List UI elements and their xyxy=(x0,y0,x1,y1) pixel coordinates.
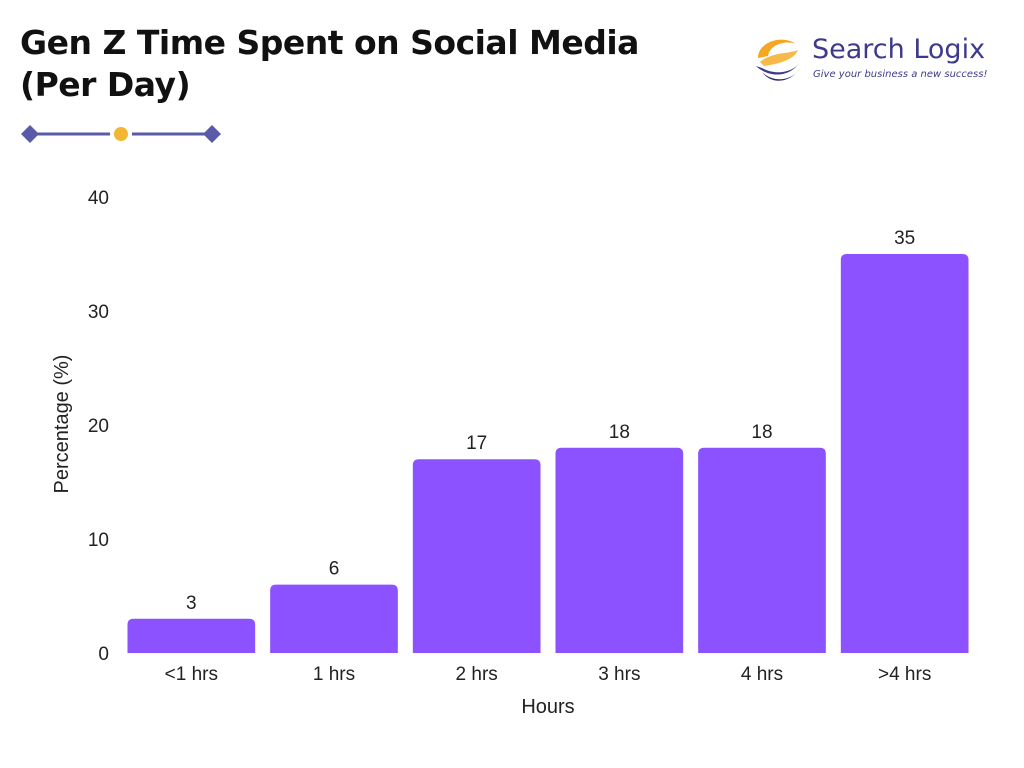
bar xyxy=(555,447,684,653)
bar-value-label: 18 xyxy=(751,422,772,443)
x-tick-label: <1 hrs xyxy=(165,664,218,685)
brand-logo-block: Search Logix Give your business a new su… xyxy=(752,32,992,88)
x-tick-label: 4 hrs xyxy=(741,664,783,685)
bar-value-label: 6 xyxy=(329,559,340,580)
x-axis-ticks: <1 hrs 1 hrs 2 hrs 3 hrs 4 hrs >4 hrs xyxy=(165,664,932,685)
divider-dot-icon xyxy=(114,127,128,141)
y-axis-title: Percentage (%) xyxy=(51,355,73,494)
chart-title-line-2: (Per Day) xyxy=(20,65,191,104)
y-tick-label: 0 xyxy=(98,644,109,665)
bar-value-label: 3 xyxy=(186,593,197,614)
bar xyxy=(412,459,541,653)
chart-title: Gen Z Time Spent on Social Media (Per Da… xyxy=(20,22,639,106)
x-tick-label: 1 hrs xyxy=(313,664,355,685)
bar-value-label: 35 xyxy=(894,228,915,249)
x-axis-title: Hours xyxy=(521,696,574,718)
y-tick-label: 40 xyxy=(88,188,109,209)
bars-group xyxy=(127,254,969,653)
brand-tagline: Give your business a new success! xyxy=(813,69,988,80)
chart-title-line-1: Gen Z Time Spent on Social Media xyxy=(20,23,639,62)
data-labels-group: 3 6 17 18 18 35 xyxy=(186,228,915,614)
y-tick-label: 10 xyxy=(88,530,109,551)
divider-diamond-left-icon xyxy=(21,125,39,143)
y-tick-label: 20 xyxy=(88,416,109,437)
y-axis-ticks: 0 10 20 30 40 xyxy=(88,188,109,665)
title-divider-decoration xyxy=(21,125,221,143)
brand-name: Search Logix xyxy=(812,34,986,65)
x-tick-label: 3 hrs xyxy=(598,664,640,685)
x-tick-label: 2 hrs xyxy=(456,664,498,685)
bar-value-label: 17 xyxy=(466,433,487,454)
divider-diamond-right-icon xyxy=(203,125,221,143)
bar xyxy=(840,254,969,653)
bar xyxy=(270,584,398,653)
bar-value-label: 18 xyxy=(609,422,630,443)
bar xyxy=(698,447,826,653)
bar xyxy=(127,618,256,653)
x-tick-label: >4 hrs xyxy=(878,664,931,685)
y-tick-label: 30 xyxy=(88,302,109,323)
swirl-logo-icon xyxy=(756,39,800,81)
